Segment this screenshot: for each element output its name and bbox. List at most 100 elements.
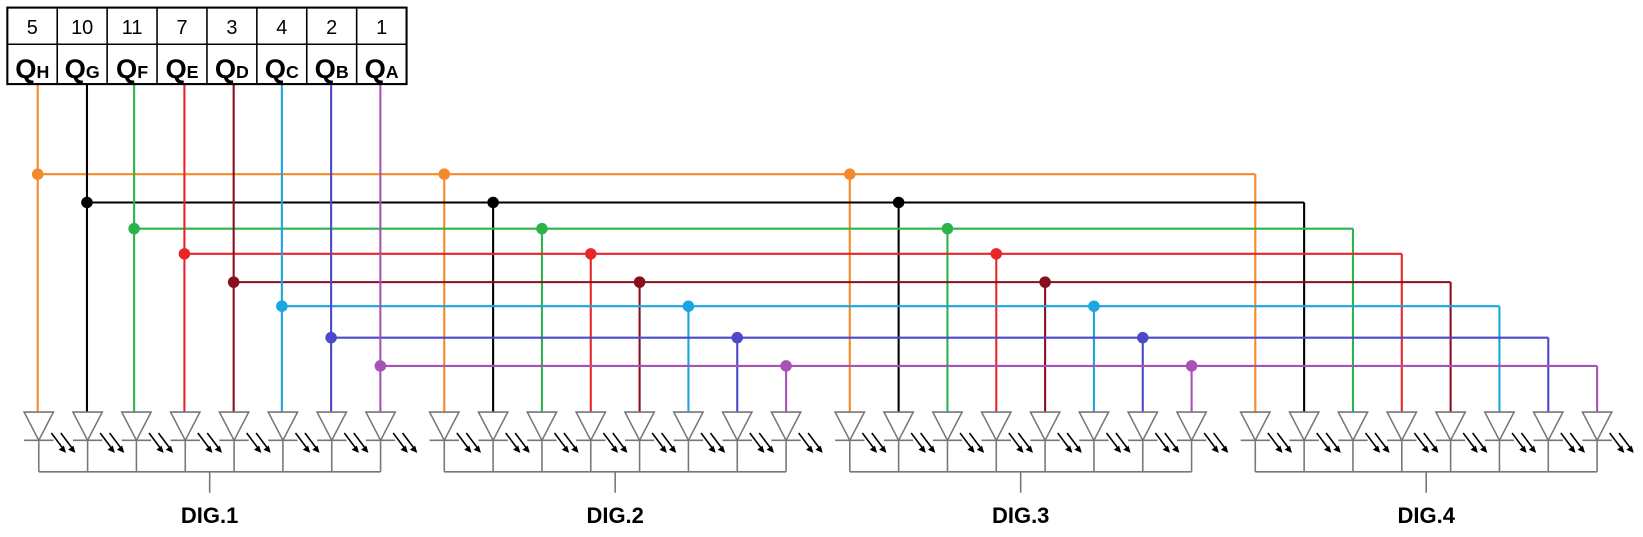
output-label: QG [65,53,100,84]
light-arrowhead [68,445,76,453]
output-label: QH [15,53,49,84]
light-arrowhead [1421,445,1430,453]
light-arrowhead [107,445,115,453]
light-arrowhead [1074,445,1082,453]
output-label: QD [215,53,249,84]
led-symbol [71,411,104,443]
light-arrowhead [1284,445,1292,453]
light-arrow [1316,432,1330,451]
light-arrowhead [361,445,369,453]
output-letter: Q [15,53,36,84]
junction-dot [1185,360,1198,372]
led-symbol [1336,411,1369,443]
light-arrow [1105,432,1120,451]
output-letter: Q [65,53,86,84]
digit-label: DIG.1 [181,503,238,528]
light-arrow [1164,432,1178,451]
light-arrowhead [464,445,472,453]
junction-dot [374,360,387,372]
light-arrow [148,432,163,451]
light-arrowhead [1162,445,1171,453]
light-arrowhead [58,445,67,453]
output-subscript: B [336,62,349,82]
light-arrowhead [522,445,530,453]
light-arrowhead [1324,445,1332,453]
light-arrowhead [263,445,271,453]
led-symbol [980,411,1013,443]
light-arrowhead [1172,445,1180,453]
light-arrowhead [302,445,311,453]
led-symbol [1581,411,1614,443]
light-arrowhead [927,445,936,453]
output-letter: Q [165,53,186,84]
light-arrow [749,432,764,451]
junction-dot [633,276,646,288]
light-arrow [1618,432,1633,451]
light-arrowhead [967,445,975,453]
led-symbol [120,411,153,443]
led-symbol [22,411,55,443]
junction-dot [1088,300,1100,312]
light-arrowhead [205,445,213,453]
junction-dot [1039,276,1051,288]
led-symbol [1385,411,1418,443]
junction-dot [585,248,597,260]
light-arrow [1267,432,1282,451]
light-arrow [1609,432,1623,451]
light-arrow [1423,432,1437,451]
light-arrowhead [1016,445,1024,453]
light-arrow [206,432,221,451]
light-arrow [959,432,974,451]
light-arrowhead [561,445,570,453]
digit-label: DIG.2 [586,503,643,528]
light-arrow [1212,432,1227,451]
light-arrow [401,432,416,451]
led-symbol [1126,411,1159,443]
led-symbol [364,411,397,443]
output-subscript: F [137,62,148,82]
light-arrow [1154,432,1169,451]
light-arrow [1364,432,1379,451]
light-arrow [1325,432,1340,451]
led-symbol [1483,411,1516,443]
light-arrowhead [1275,445,1283,453]
light-arrow [157,432,172,451]
light-arrow [1471,432,1486,451]
light-arrow [304,432,319,451]
junction-dot [128,222,140,235]
light-arrow [353,432,367,451]
light-arrow [910,432,925,451]
junction-dot [178,248,191,260]
digit-label: DIG.4 [1397,503,1455,528]
light-arrow [861,432,876,451]
output-letter: Q [365,53,386,84]
light-arrow [505,432,519,451]
light-arrow [1374,432,1389,451]
pin-number: 5 [27,17,38,39]
light-arrowhead [1568,445,1576,453]
light-arrow [1462,432,1477,451]
led-symbol [428,411,461,443]
junction-dot [1137,331,1149,344]
light-arrowhead [116,445,125,453]
light-arrow [108,432,123,451]
light-arrow [456,432,471,451]
light-arrowhead [766,445,774,453]
led-symbol [1029,411,1062,443]
light-arrowhead [571,445,579,453]
light-arrow [1560,432,1575,451]
output-letter: Q [215,53,236,84]
led-symbol [574,411,607,443]
light-arrow [1017,432,1032,451]
junction-dot [276,300,288,312]
light-arrowhead [708,445,716,453]
light-arrowhead [1211,445,1219,453]
junction-dot [682,300,695,312]
light-arrowhead [400,445,408,453]
output-letter: Q [265,53,286,84]
light-arrow [660,432,675,451]
led-symbol [1532,411,1565,443]
light-arrow [651,432,666,451]
